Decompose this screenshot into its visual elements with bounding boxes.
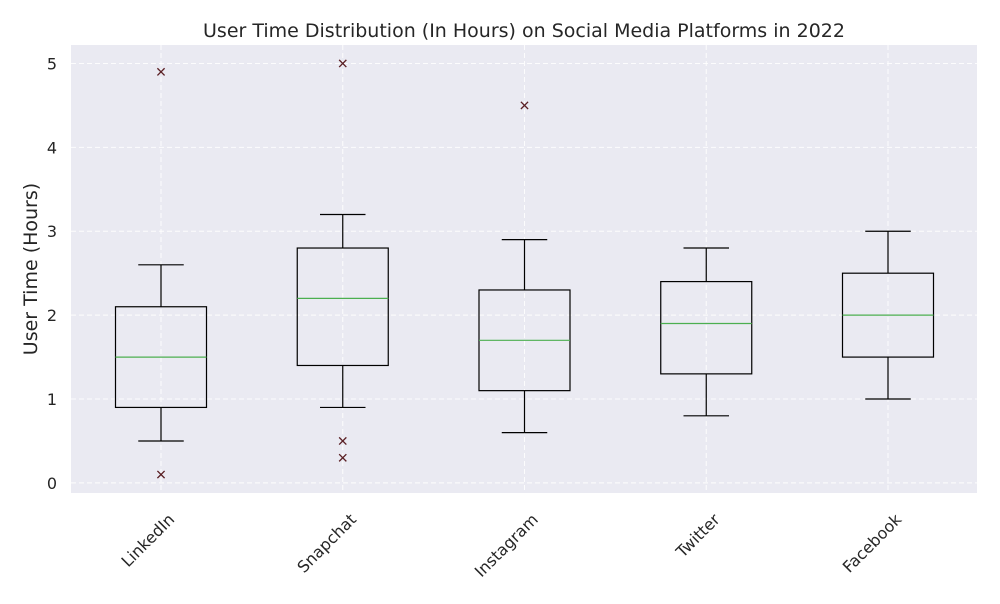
box-twitter bbox=[660, 280, 753, 375]
x-tick-label: LinkedIn bbox=[117, 510, 178, 571]
outlier-point bbox=[338, 436, 347, 446]
x-tick-label: Snapchat bbox=[293, 510, 360, 577]
x-tick-label: Twitter bbox=[672, 510, 724, 562]
plot-area: 0 1 2 3 4 5 LinkedIn Snapchat Instagram Twitter Fa… bbox=[47, 45, 977, 581]
x-tick-label: Facebook bbox=[839, 509, 906, 576]
x-tick-label: Instagram bbox=[471, 510, 542, 581]
y-tick-label: 2 bbox=[47, 306, 57, 325]
box-snapchat bbox=[296, 247, 389, 367]
y-tick-label: 4 bbox=[47, 138, 57, 157]
chart-title: User Time Distribution (In Hours) on Soc… bbox=[203, 20, 845, 42]
outlier-point bbox=[338, 59, 347, 68]
y-axis-label: User Time (Hours) bbox=[20, 183, 42, 355]
outlier-point bbox=[156, 470, 166, 479]
y-tick-label: 1 bbox=[47, 390, 57, 409]
y-tick-label: 0 bbox=[47, 474, 57, 493]
outlier-point bbox=[338, 453, 347, 462]
outlier-point bbox=[156, 67, 166, 76]
outlier-point bbox=[520, 101, 529, 110]
y-tick-label: 3 bbox=[47, 222, 57, 241]
y-tick-label: 5 bbox=[47, 54, 57, 73]
